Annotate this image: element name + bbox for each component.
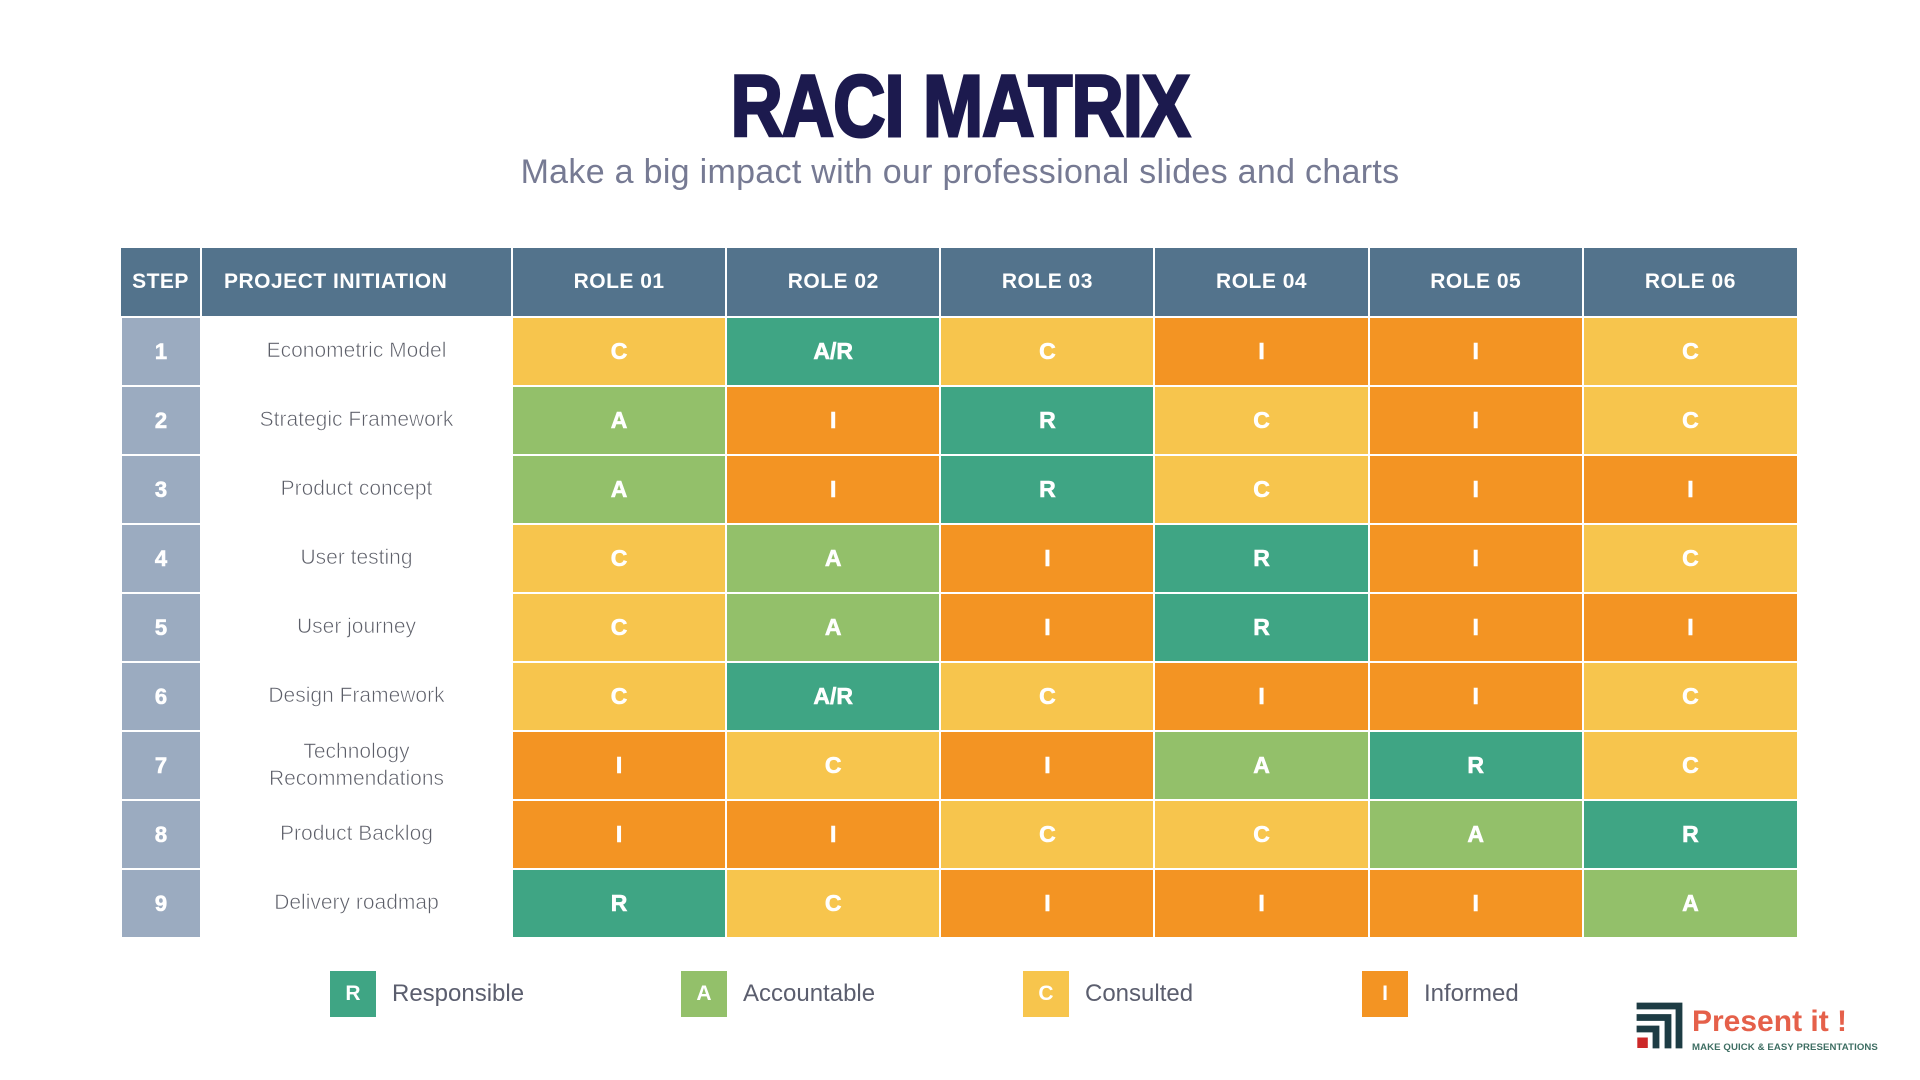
svg-text:Present it !: Present it ! — [1692, 1005, 1847, 1038]
svg-text:MAKE QUICK & EASY PRESENTATION: MAKE QUICK & EASY PRESENTATIONS — [1692, 1042, 1878, 1053]
